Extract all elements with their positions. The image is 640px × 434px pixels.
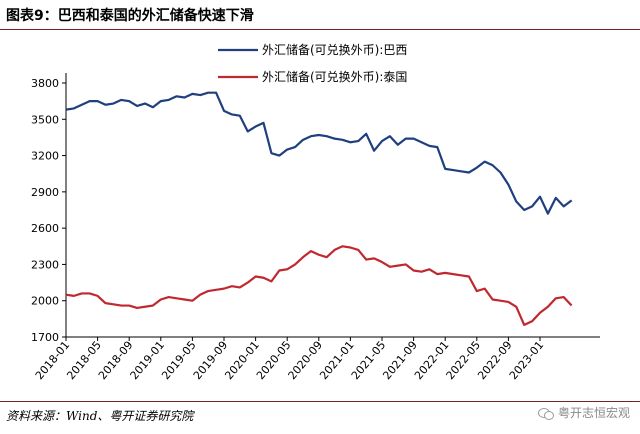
y-tick-label: 2300 <box>31 258 59 271</box>
y-tick-label: 2900 <box>31 186 59 199</box>
legend-label: 外汇储备(可兑换外币):泰国 <box>262 69 407 84</box>
source-note: 资料来源：Wind、粤开证券研究院 <box>6 409 194 423</box>
y-tick-label: 3200 <box>31 150 59 163</box>
y-tick-label: 1700 <box>31 331 59 344</box>
y-tick-label: 2000 <box>31 295 59 308</box>
title-bar: 图表9：巴西和泰国的外汇储备快速下滑 <box>0 0 640 28</box>
footer-divider <box>0 401 640 402</box>
thailand-series-line <box>65 245 573 326</box>
y-tick-label: 3800 <box>31 77 59 90</box>
brazil-series-line <box>65 91 573 215</box>
chart-title: 图表9：巴西和泰国的外汇储备快速下滑 <box>6 8 254 24</box>
wechat-icon <box>537 406 554 420</box>
watermark-text: 粤开志恒宏观 <box>557 406 630 420</box>
watermark: 粤开志恒宏观 <box>537 404 630 421</box>
y-tick-label: 3500 <box>31 113 59 126</box>
x-tick-label: 2023-01 <box>507 339 547 383</box>
legend-label: 外汇储备(可兑换外币):巴西 <box>262 42 407 57</box>
title-divider <box>0 29 640 30</box>
line-chart: 170020002300260029003200350038002018-012… <box>31 42 600 383</box>
y-tick-label: 2600 <box>31 222 59 235</box>
